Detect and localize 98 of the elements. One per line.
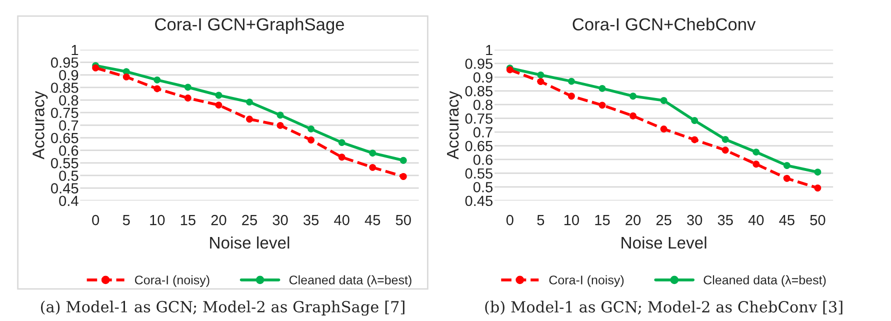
x-tick-label: 20 [626, 214, 641, 226]
legend-label: Cora-I (noisy) [134, 275, 210, 287]
x-axis-title: Noise Level [622, 236, 706, 249]
y-tick-label: 0.85 [50, 82, 78, 93]
point [122, 73, 130, 80]
point [630, 92, 636, 100]
x-tick-label: 25 [242, 214, 257, 226]
point [400, 156, 407, 164]
y-tick-label: 0.55 [50, 158, 78, 168]
x-tick-label: 30 [272, 214, 288, 226]
point [369, 164, 376, 171]
y-tick-label: 0.95 [50, 57, 78, 68]
x-tick-label: 50 [396, 214, 411, 226]
point [814, 168, 822, 176]
point [154, 76, 161, 84]
x-tick-label: 45 [779, 215, 794, 226]
point [308, 136, 315, 144]
x-tick-label: 0 [506, 214, 514, 226]
legend-label: Cora-I (noisy) [549, 275, 624, 287]
x-tick-label: 10 [150, 214, 165, 226]
x-tick-label: 25 [656, 214, 672, 226]
x-tick-label: 40 [334, 214, 350, 226]
y-tick-label: 0.7 [473, 127, 492, 138]
x-tick-label: 10 [564, 214, 579, 226]
y-tick-label: 0.45 [465, 196, 493, 206]
point [276, 122, 284, 129]
y-tick-label: 0.8 [59, 95, 78, 106]
y-tick-label: 1 [486, 45, 492, 56]
x-tick-label: 30 [687, 214, 702, 226]
y-tick-label: 0.45 [50, 183, 78, 194]
point [369, 150, 376, 157]
x-tick-label: 45 [364, 215, 380, 226]
x-tick-label: 50 [810, 214, 826, 226]
point [338, 139, 346, 146]
point [660, 97, 668, 104]
point [184, 84, 192, 91]
x-tick-label: 35 [303, 214, 319, 226]
x-tick-label: 5 [122, 215, 130, 226]
x-tick-label: 15 [180, 215, 196, 226]
point [246, 98, 253, 106]
point [568, 78, 575, 85]
point [783, 162, 790, 169]
point [660, 126, 668, 133]
point [691, 136, 698, 144]
y-tick-label: 0.5 [59, 170, 78, 181]
y-tick-label: 0.5 [473, 182, 493, 192]
y-axis-title: Accuracy [447, 90, 462, 160]
point [722, 146, 729, 154]
y-tick-label: 0.95 [465, 58, 493, 69]
y-tick-label: 0.85 [465, 86, 493, 96]
text: (b) Model-1 as GCN; Model-2 as ChebConv [3] [485, 300, 842, 315]
point [630, 112, 636, 120]
point [338, 154, 346, 161]
point [308, 125, 315, 132]
point [537, 78, 544, 86]
point [215, 102, 222, 109]
chart-title: Cora-I GCN+ChebConv [572, 18, 756, 30]
point [276, 112, 284, 119]
point [537, 72, 544, 78]
point [154, 85, 161, 92]
legend-label: Cleaned data (λ=best) [289, 275, 412, 287]
text: (a) Model-1 as GCN; Model-2 as GraphSage [7] [41, 300, 404, 316]
y-tick-label: 0.4 [59, 196, 78, 206]
point [598, 102, 606, 109]
y-tick-label: 0.6 [473, 154, 492, 165]
point [752, 160, 760, 168]
point [184, 94, 192, 102]
x-tick-label: 20 [211, 214, 226, 226]
point [783, 174, 790, 182]
point [215, 92, 222, 99]
point [691, 117, 698, 124]
point [814, 184, 822, 192]
x-tick-label: 0 [92, 214, 100, 226]
y-tick-label: 0.65 [50, 132, 78, 144]
y-tick-label: 0.9 [59, 70, 78, 80]
point [722, 136, 729, 143]
y-tick-label: 0.75 [465, 113, 493, 124]
y-tick-label: 0.7 [59, 120, 78, 131]
y-tick-label: 0.6 [59, 145, 78, 156]
legend-label: Cleaned data (λ=best) [704, 275, 826, 287]
y-tick-label: 0.8 [473, 100, 492, 110]
x-axis-title: Noise level [210, 236, 290, 249]
point [568, 92, 575, 100]
y-tick-label: 0.55 [465, 168, 493, 179]
chart-title: Cora-I GCN+GraphSage [155, 18, 344, 34]
y-tick-label: 1 [72, 45, 78, 56]
point [752, 148, 760, 156]
y-tick-label: 0.75 [50, 108, 78, 118]
y-axis-title: Accuracy [32, 90, 48, 160]
y-tick-label: 0.65 [465, 140, 493, 152]
point [246, 116, 253, 123]
x-tick-label: 5 [537, 215, 544, 226]
x-tick-label: 35 [718, 214, 733, 226]
point [598, 84, 606, 92]
x-tick-label: 15 [595, 215, 610, 226]
point [400, 173, 407, 180]
x-tick-label: 40 [748, 214, 764, 226]
y-tick-label: 0.9 [473, 72, 492, 83]
